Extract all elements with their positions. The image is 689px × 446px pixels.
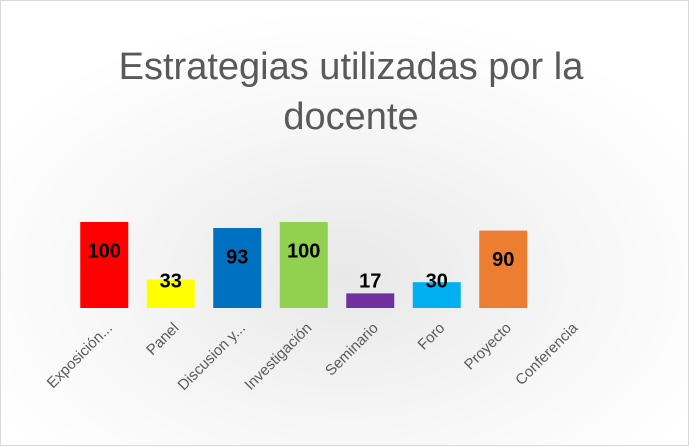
data-label: 100 xyxy=(88,240,121,262)
data-label: 100 xyxy=(287,240,320,262)
bar xyxy=(346,293,395,308)
data-label: 33 xyxy=(160,270,182,292)
data-label: 30 xyxy=(426,270,448,292)
data-label: 17 xyxy=(359,270,381,292)
chart-title: Estrategias utilizadas por la docente xyxy=(118,46,584,138)
bar xyxy=(412,282,461,308)
bar xyxy=(80,222,129,308)
bar xyxy=(479,230,528,308)
bar xyxy=(146,279,195,308)
data-label: 93 xyxy=(226,246,248,268)
bar xyxy=(279,222,328,308)
bar xyxy=(213,228,262,308)
data-label: 90 xyxy=(492,249,514,271)
